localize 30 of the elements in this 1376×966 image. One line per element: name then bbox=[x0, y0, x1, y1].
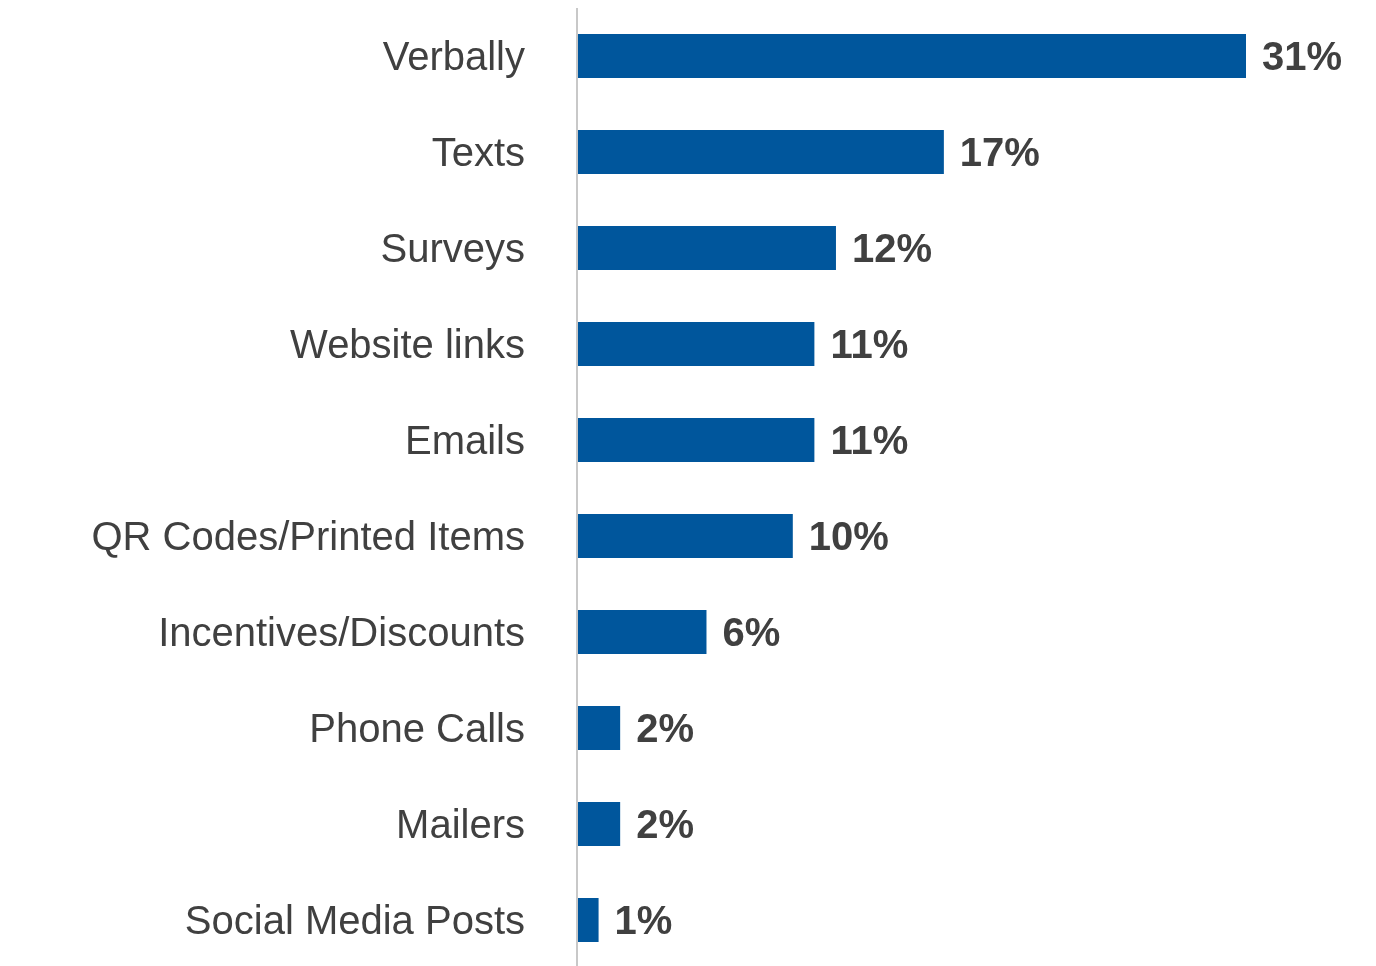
bar bbox=[577, 33, 1246, 78]
data-label: 31% bbox=[1262, 33, 1343, 78]
y-tick-label: Emails bbox=[404, 418, 525, 462]
data-label: 6% bbox=[722, 609, 781, 654]
bar bbox=[577, 897, 599, 942]
y-tick-label: QR Codes/Printed Items bbox=[91, 514, 525, 558]
bar bbox=[577, 321, 815, 366]
bar bbox=[577, 513, 793, 558]
data-label: 2% bbox=[636, 705, 694, 750]
bar bbox=[577, 705, 621, 750]
data-label: 2% bbox=[636, 801, 694, 846]
bar bbox=[577, 417, 815, 462]
data-label: 17% bbox=[959, 129, 1040, 174]
y-tick-label: Social Media Posts bbox=[184, 898, 525, 942]
y-tick-label: Phone Calls bbox=[309, 706, 525, 750]
y-tick-label: Verbally bbox=[382, 34, 525, 78]
data-label: 11% bbox=[830, 321, 909, 366]
data-label: 12% bbox=[851, 225, 933, 270]
y-tick-label: Surveys bbox=[380, 226, 525, 270]
bar bbox=[577, 225, 836, 270]
data-label: 11% bbox=[830, 417, 909, 462]
y-tick-label: Incentives/Discounts bbox=[158, 610, 525, 654]
data-label: 1% bbox=[614, 897, 673, 942]
y-tick-label: Mailers bbox=[396, 802, 525, 846]
bar bbox=[577, 129, 944, 174]
bar bbox=[577, 609, 707, 654]
y-tick-label: Texts bbox=[431, 130, 525, 174]
data-label: 10% bbox=[808, 513, 889, 558]
bar bbox=[577, 801, 621, 846]
y-tick-label: Website links bbox=[290, 322, 525, 366]
